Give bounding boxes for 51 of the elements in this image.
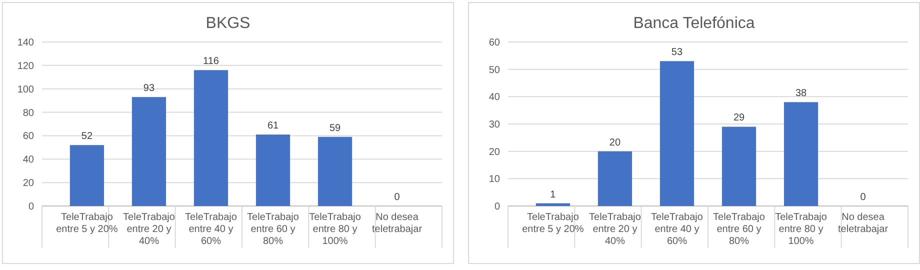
- bar: [536, 203, 570, 206]
- bar: [722, 126, 756, 206]
- chart-title: BKGS: [206, 15, 250, 32]
- data-label: 0: [394, 192, 400, 203]
- x-tick-label: TeleTrabajo entre 5 y 20%: [56, 212, 118, 235]
- y-tick-label: 80: [22, 108, 34, 119]
- data-label: 20: [609, 137, 621, 148]
- data-label: 61: [267, 120, 280, 132]
- y-tick-label: 100: [17, 84, 34, 96]
- x-tick-label: TeleTrabajo entre 80 y 100%: [775, 212, 828, 247]
- bar: [194, 70, 228, 206]
- x-tick-label: TeleTrabajo entre 80 y 100%: [309, 212, 362, 247]
- x-tick-label: TeleTrabajo entre 60 y 80%: [247, 212, 300, 247]
- y-tick-label: 40: [488, 92, 500, 104]
- data-label: 93: [143, 83, 155, 94]
- y-tick-label: 0: [494, 202, 500, 212]
- y-tick-label: 60: [488, 38, 500, 48]
- x-tick-label: TeleTrabajo entre 40 y 60%: [185, 212, 238, 247]
- data-label: 29: [733, 112, 746, 124]
- y-tick-label: 120: [17, 60, 34, 72]
- data-label: 38: [795, 88, 808, 100]
- x-tick-label: TeleTrabajo entre 60 y 80%: [713, 212, 766, 247]
- x-tick-label: TeleTrabajo entre 20 y 40%: [123, 212, 176, 247]
- x-tick-label: No desea teletrabajar: [838, 212, 889, 235]
- bar: [660, 61, 694, 206]
- x-tick-label: TeleTrabajo entre 5 y 20%: [522, 212, 584, 235]
- data-label: 1: [550, 189, 556, 200]
- chart-title: Banca Telefónica: [633, 15, 755, 32]
- bar: [784, 102, 818, 206]
- y-tick-label: 0: [28, 202, 34, 212]
- data-label: 0: [860, 192, 866, 203]
- y-tick-label: 40: [22, 154, 34, 166]
- y-tick-label: 30: [488, 120, 500, 130]
- data-label: 59: [329, 122, 342, 134]
- bar: [318, 136, 352, 206]
- y-tick-label: 60: [22, 131, 34, 142]
- bar: [70, 145, 104, 206]
- data-label: 116: [203, 56, 220, 68]
- bar: [256, 134, 290, 206]
- y-tick-label: 20: [488, 146, 500, 158]
- x-tick-label: TeleTrabajo entre 40 y 60%: [651, 212, 704, 247]
- data-label: 53: [671, 47, 683, 58]
- y-tick-label: 140: [17, 38, 34, 48]
- y-tick-label: 20: [22, 178, 34, 190]
- y-tick-label: 10: [488, 174, 500, 186]
- x-tick-label: No desea teletrabajar: [372, 212, 423, 235]
- data-label: 52: [81, 131, 93, 142]
- bar: [132, 97, 166, 206]
- bar: [598, 151, 632, 206]
- x-tick-label: TeleTrabajo entre 20 y 40%: [589, 212, 642, 247]
- y-tick-label: 50: [488, 64, 500, 76]
